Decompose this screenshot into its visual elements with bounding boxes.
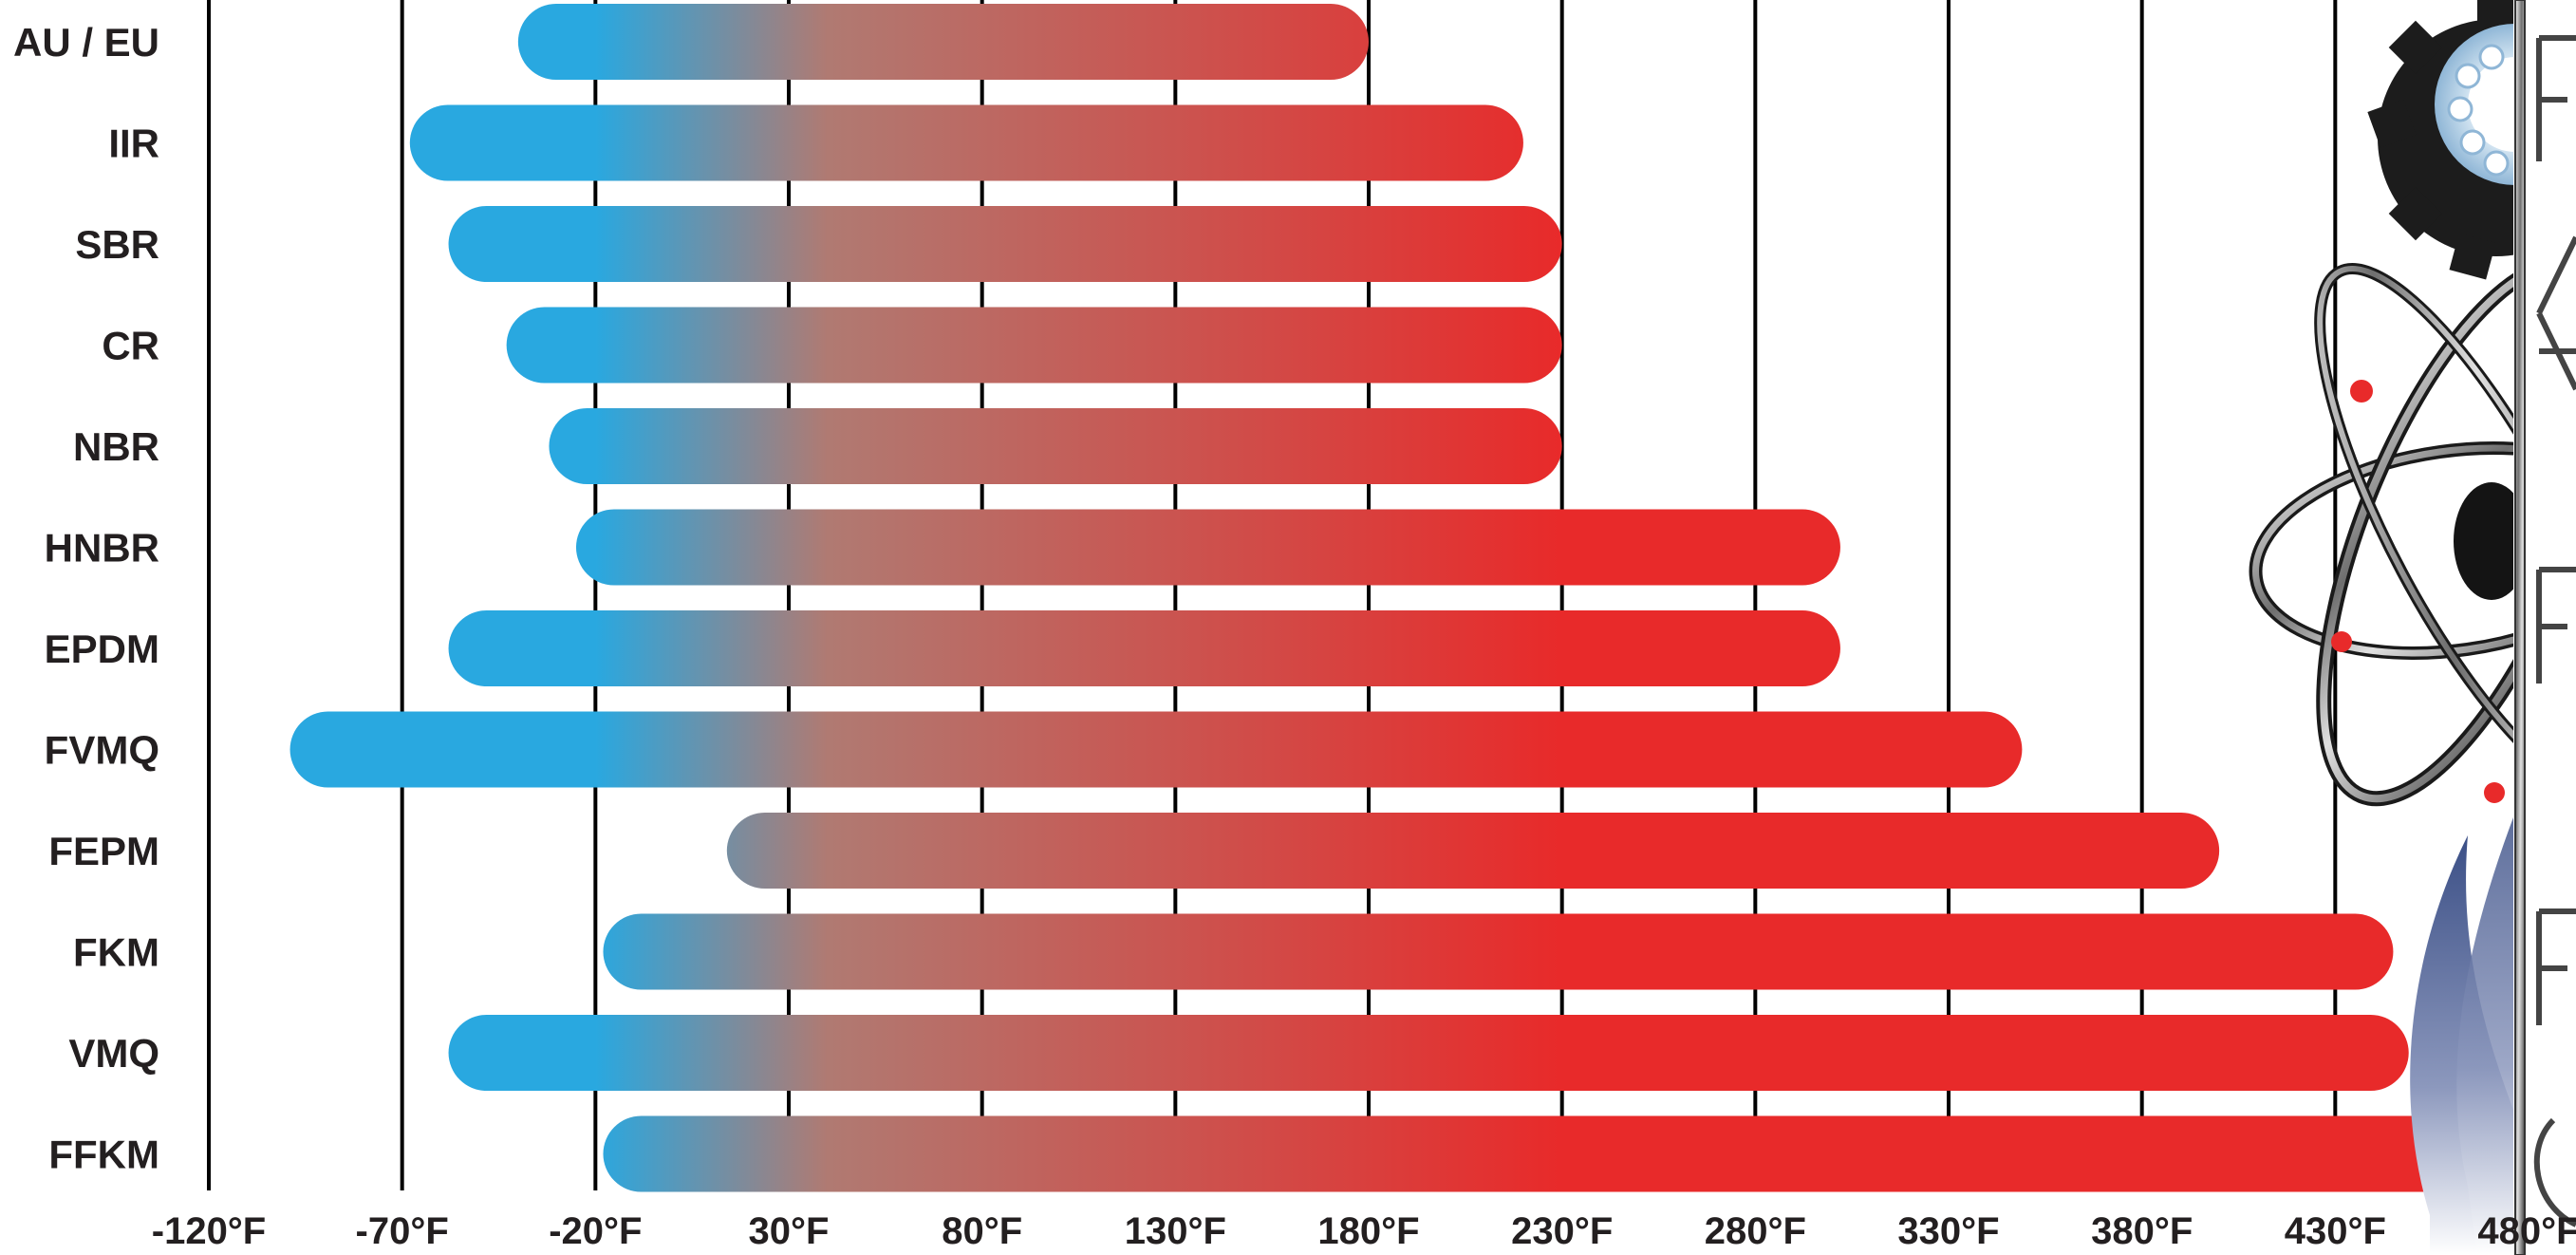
x-tick-label: -120°F bbox=[152, 1210, 267, 1252]
x-tick-label: 80°F bbox=[942, 1210, 1022, 1252]
range-bar bbox=[506, 307, 1562, 384]
x-tick-label: 380°F bbox=[2091, 1210, 2193, 1252]
row-label: FFKM bbox=[48, 1133, 159, 1177]
range-bar bbox=[603, 1115, 2529, 1192]
range-bar bbox=[409, 104, 1523, 181]
row-label: CR bbox=[102, 324, 159, 368]
x-tick-label: 480°F bbox=[2477, 1210, 2576, 1252]
row-label: FVMQ bbox=[45, 728, 159, 773]
row-label: VMQ bbox=[68, 1031, 159, 1076]
company-logo-icon bbox=[2249, 0, 2576, 1255]
x-axis-tick-labels: -120°F -70°F -20°F 30°F 80°F 130°F 180°F 230°F 2… bbox=[152, 1210, 2576, 1252]
x-tick-label: 430°F bbox=[2285, 1210, 2386, 1252]
row-label: NBR bbox=[73, 424, 159, 469]
row-label: IIR bbox=[108, 122, 159, 166]
x-tick-label: 330°F bbox=[1897, 1210, 1999, 1252]
range-bar bbox=[575, 509, 1840, 586]
range-bar bbox=[289, 711, 2023, 788]
range-bar bbox=[448, 206, 1562, 282]
range-bar bbox=[603, 913, 2394, 990]
range-bar bbox=[517, 4, 1369, 80]
x-tick-label: -70°F bbox=[356, 1210, 449, 1252]
row-label: SBR bbox=[75, 222, 159, 267]
x-tick-label: 130°F bbox=[1125, 1210, 1226, 1252]
range-bar bbox=[448, 610, 1840, 686]
x-tick-label: 230°F bbox=[1511, 1210, 1613, 1252]
range-bar bbox=[448, 1015, 2409, 1091]
range-bar bbox=[549, 408, 1562, 484]
row-label: HNBR bbox=[45, 526, 159, 571]
row-labels: AU / EU IIR SBR CR NBR HNBR EPDM FVMQ FEPM FKM VMQ… bbox=[13, 20, 159, 1177]
x-tick-label: 180°F bbox=[1317, 1210, 1419, 1252]
x-tick-label: 30°F bbox=[749, 1210, 830, 1252]
x-tick-label: 280°F bbox=[1705, 1210, 1806, 1252]
row-label: FEPM bbox=[48, 829, 159, 873]
range-bars bbox=[289, 4, 2529, 1192]
row-label: FKM bbox=[73, 930, 159, 975]
row-label: AU / EU bbox=[13, 20, 159, 65]
range-bar bbox=[726, 813, 2220, 889]
row-label: EPDM bbox=[45, 627, 159, 671]
x-tick-label: -20°F bbox=[549, 1210, 642, 1252]
